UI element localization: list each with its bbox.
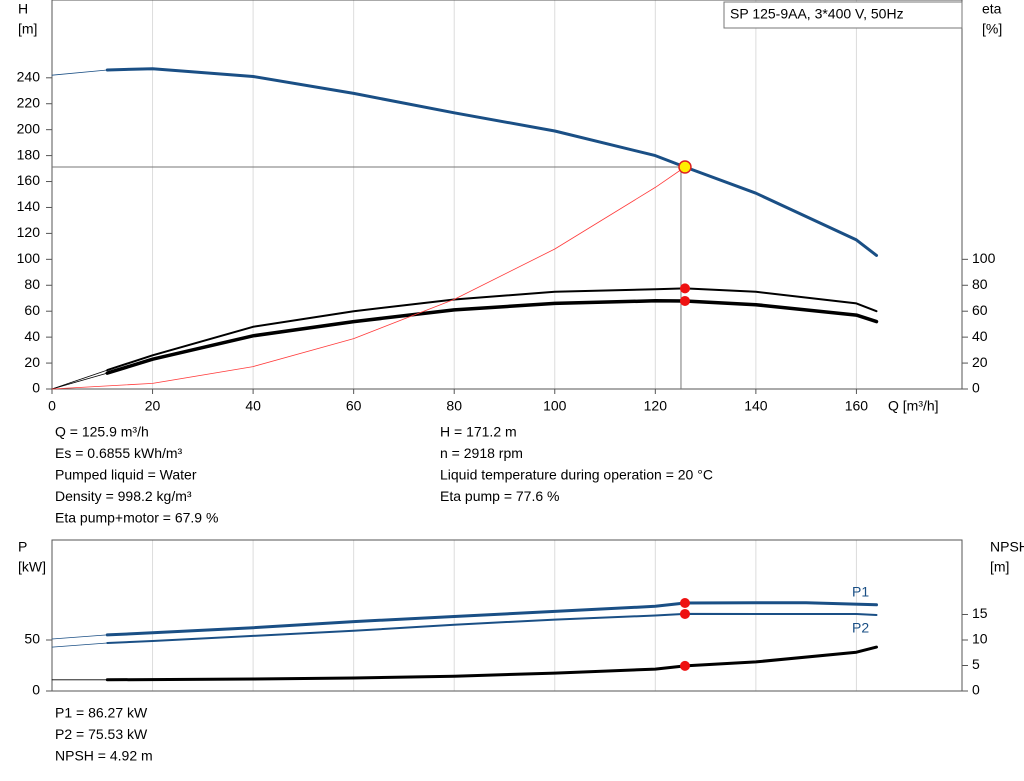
y2-tick-label: 20 <box>972 354 988 370</box>
curve <box>51 166 686 390</box>
readout: P1 = 86.27 kW <box>55 705 148 721</box>
y-tick-label: 50 <box>24 631 40 647</box>
duty-point <box>679 608 690 619</box>
y2-tick-label: 80 <box>972 276 988 292</box>
plot-frame <box>51 539 963 692</box>
curve <box>51 69 108 76</box>
y-tick-label: 0 <box>32 380 40 396</box>
y-tick-label: 180 <box>17 146 41 162</box>
y-tick-label: 40 <box>24 328 40 344</box>
curve <box>51 642 108 648</box>
readout: Q = 125.9 m³/h <box>55 424 149 440</box>
y-tick-label: 220 <box>17 94 41 110</box>
readout: n = 2918 rpm <box>440 445 523 461</box>
y-tick-label: 200 <box>17 120 41 136</box>
readout: NPSH = 4.92 m <box>55 748 153 764</box>
title-box <box>723 1 963 29</box>
x-tick-label: 20 <box>145 398 161 414</box>
y2-tick-label: 5 <box>972 656 980 672</box>
curve <box>51 369 108 390</box>
y-tick-label: 100 <box>17 250 41 266</box>
duty-point <box>679 295 690 306</box>
y2-tick-label: 60 <box>972 302 988 318</box>
y-tick-label: 240 <box>17 69 41 85</box>
series-label: P2 <box>852 620 869 636</box>
x-tick-label: 0 <box>48 398 56 414</box>
y2-tick-label: 10 <box>972 631 988 647</box>
y-axis-label: [kW] <box>18 559 46 575</box>
readout: Density = 998.2 kg/m³ <box>55 488 192 504</box>
plot-frame <box>51 0 963 390</box>
x-tick-label: 100 <box>543 398 567 414</box>
readout: Eta pump+motor = 67.9 % <box>55 510 218 526</box>
y-tick-label: 120 <box>17 224 41 240</box>
duty-point <box>679 660 690 671</box>
y2-axis-label: [%] <box>982 21 1002 37</box>
x-tick-label: 160 <box>845 398 869 414</box>
readout: Liquid temperature during operation = 20… <box>440 467 713 483</box>
y-tick-label: 20 <box>24 354 40 370</box>
y-tick-label: 0 <box>32 682 40 698</box>
y-axis-label: H <box>18 1 28 17</box>
x-tick-label: 120 <box>644 398 668 414</box>
y-tick-label: 160 <box>17 172 41 188</box>
curve <box>106 612 878 644</box>
curve <box>105 645 878 682</box>
y2-tick-label: 15 <box>972 605 988 621</box>
y2-tick-label: 0 <box>972 380 980 396</box>
x-tick-label: 80 <box>446 398 462 414</box>
curve <box>105 299 879 375</box>
y2-tick-label: 100 <box>972 250 996 266</box>
y2-axis-label: NPSH <box>990 539 1024 555</box>
readout: Pumped liquid = Water <box>55 467 197 483</box>
readout: P2 = 75.53 kW <box>55 726 148 742</box>
chart-title: SP 125-9AA, 3*400 V, 50Hz <box>730 6 904 22</box>
x-tick-label: 40 <box>245 398 261 414</box>
y-tick-label: 80 <box>24 276 40 292</box>
duty-point <box>679 283 690 294</box>
y2-tick-label: 0 <box>972 682 980 698</box>
duty-point <box>678 160 692 174</box>
readout: Es = 0.6855 kWh/m³ <box>55 445 183 461</box>
readout: H = 171.2 m <box>440 424 517 440</box>
curve <box>106 287 878 372</box>
y2-axis-label: eta <box>982 1 1002 17</box>
y-tick-label: 140 <box>17 198 41 214</box>
curve <box>105 67 878 257</box>
curve <box>51 372 108 390</box>
y-tick-label: 60 <box>24 302 40 318</box>
curve <box>105 601 878 637</box>
series-label: P1 <box>852 583 869 599</box>
duty-point <box>679 597 690 608</box>
x-tick-label: 140 <box>744 398 768 414</box>
readout: Eta pump = 77.6 % <box>440 488 559 504</box>
curve <box>51 634 108 640</box>
y-axis-label: [m] <box>18 21 37 37</box>
x-axis-label: Q [m³/h] <box>888 398 939 414</box>
x-tick-label: 60 <box>346 398 362 414</box>
y2-axis-label: [m] <box>990 559 1009 575</box>
y-axis-label: P <box>18 539 27 555</box>
y2-tick-label: 40 <box>972 328 988 344</box>
